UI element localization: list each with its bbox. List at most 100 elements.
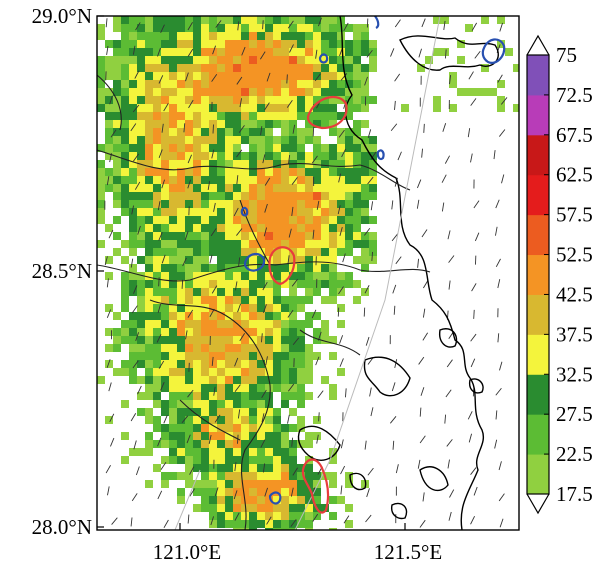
- reflectivity-cell: [241, 264, 249, 272]
- reflectivity-cell: [169, 456, 177, 464]
- reflectivity-cell: [225, 152, 233, 160]
- reflectivity-cell: [321, 336, 329, 344]
- reflectivity-cell: [201, 488, 209, 496]
- wind-barb: [263, 227, 268, 237]
- reflectivity-cell: [217, 296, 225, 304]
- reflectivity-cell: [193, 304, 201, 312]
- reflectivity-cell: [305, 240, 313, 248]
- reflectivity-cell: [249, 240, 257, 248]
- reflectivity-cell: [353, 256, 361, 264]
- reflectivity-cell: [97, 200, 105, 208]
- reflectivity-cell: [225, 232, 233, 240]
- wind-barb: [470, 358, 476, 368]
- reflectivity-cell: [177, 496, 185, 504]
- reflectivity-cell: [209, 336, 217, 344]
- reflectivity-cell: [113, 336, 121, 344]
- wind-barb: [234, 462, 237, 472]
- reflectivity-cell: [153, 256, 161, 264]
- wind-barb: [442, 123, 447, 132]
- reflectivity-cell: [337, 72, 345, 80]
- reflectivity-cell: [177, 368, 185, 376]
- reflectivity-cell: [289, 88, 297, 96]
- reflectivity-cell: [313, 168, 321, 176]
- wind-barb: [371, 251, 373, 261]
- reflectivity-cell: [289, 80, 297, 88]
- reflectivity-cell: [241, 488, 249, 496]
- reflectivity-field: [97, 16, 519, 530]
- reflectivity-cell: [137, 328, 145, 336]
- reflectivity-cell: [145, 136, 153, 144]
- reflectivity-cell: [153, 16, 161, 24]
- reflectivity-cell: [249, 488, 257, 496]
- reflectivity-cell: [177, 280, 185, 288]
- reflectivity-cell: [185, 304, 193, 312]
- wind-barb: [189, 466, 195, 475]
- reflectivity-cell: [257, 200, 265, 208]
- reflectivity-cell: [305, 216, 313, 224]
- reflectivity-cell: [185, 32, 193, 40]
- reflectivity-cell: [305, 128, 313, 136]
- reflectivity-cell: [265, 432, 273, 440]
- reflectivity-cell: [289, 440, 297, 448]
- reflectivity-cell: [177, 88, 185, 96]
- reflectivity-cell: [201, 280, 209, 288]
- reflectivity-cell: [185, 480, 193, 488]
- reflectivity-cell: [137, 336, 145, 344]
- reflectivity-cell: [241, 520, 249, 528]
- wind-barb: [237, 409, 241, 419]
- reflectivity-cell: [297, 168, 305, 176]
- reflectivity-cell: [129, 64, 137, 72]
- reflectivity-cell: [169, 232, 177, 240]
- reflectivity-cell: [193, 32, 201, 40]
- reflectivity-cell: [297, 472, 305, 480]
- reflectivity-cell: [217, 448, 225, 456]
- wind-barb: [233, 207, 239, 217]
- reflectivity-cell: [329, 208, 337, 216]
- reflectivity-cell: [233, 456, 241, 464]
- reflectivity-cell: [177, 408, 185, 416]
- reflectivity-cell: [225, 448, 233, 456]
- reflectivity-cell: [97, 144, 105, 152]
- reflectivity-cell: [129, 16, 137, 24]
- reflectivity-cell: [273, 176, 281, 184]
- reflectivity-cell: [169, 296, 177, 304]
- reflectivity-cell: [185, 144, 193, 152]
- wind-barb: [157, 201, 161, 211]
- reflectivity-cell: [233, 480, 241, 488]
- reflectivity-cell: [369, 240, 377, 248]
- reflectivity-cell: [209, 64, 217, 72]
- reflectivity-cell: [321, 24, 329, 32]
- reflectivity-cell: [225, 320, 233, 328]
- reflectivity-cell: [129, 24, 137, 32]
- reflectivity-cell: [337, 136, 345, 144]
- reflectivity-cell: [297, 72, 305, 80]
- reflectivity-cell: [257, 104, 265, 112]
- reflectivity-cell: [209, 440, 217, 448]
- reflectivity-cell: [225, 40, 233, 48]
- reflectivity-cell: [289, 304, 297, 312]
- reflectivity-cell: [185, 448, 193, 456]
- reflectivity-cell: [241, 40, 249, 48]
- wind-barb: [341, 148, 347, 158]
- reflectivity-cell: [145, 312, 153, 320]
- reflectivity-cell: [353, 88, 361, 96]
- reflectivity-cell: [225, 160, 233, 168]
- reflectivity-cell: [233, 400, 241, 408]
- wind-barb: [420, 387, 425, 396]
- reflectivity-cell: [329, 264, 337, 272]
- reflectivity-cell: [257, 376, 265, 384]
- reflectivity-cell: [329, 512, 337, 520]
- reflectivity-cell: [137, 168, 145, 176]
- reflectivity-cell: [225, 56, 233, 64]
- reflectivity-cell: [313, 112, 321, 120]
- reflectivity-cell: [217, 56, 225, 64]
- reflectivity-cell: [257, 328, 265, 336]
- reflectivity-cell: [161, 184, 169, 192]
- reflectivity-cell: [345, 24, 353, 32]
- reflectivity-cell: [225, 432, 233, 440]
- reflectivity-cell: [177, 120, 185, 128]
- reflectivity-cell: [217, 32, 225, 40]
- reflectivity-cell: [169, 72, 177, 80]
- wind-barb: [499, 22, 503, 32]
- reflectivity-cell: [305, 32, 313, 40]
